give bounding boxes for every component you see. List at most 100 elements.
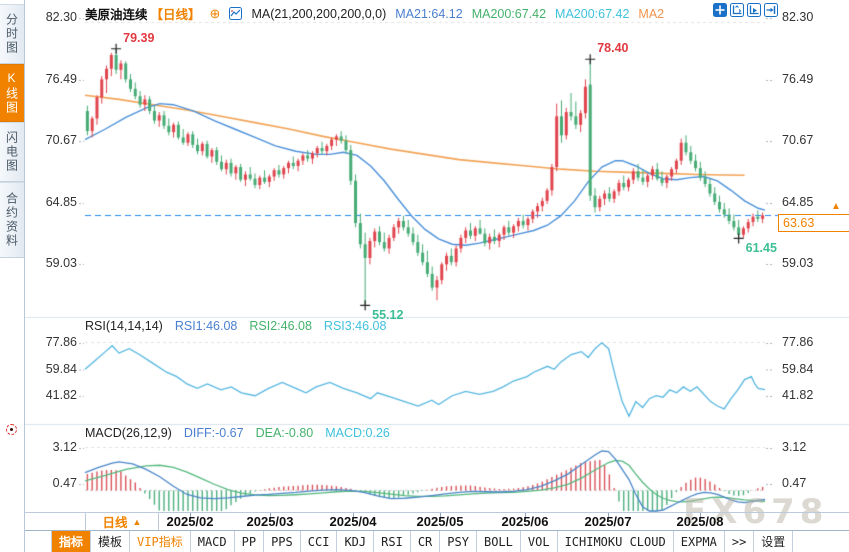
dropdown-arrow-icon: ▲	[132, 516, 142, 527]
price-annotation: 55.12	[372, 308, 404, 323]
month-tick	[700, 513, 701, 517]
last-price-up-marker-icon: ▲	[831, 201, 841, 212]
left-sidebar: 分时图 K线图 闪电图 合约资料	[0, 0, 25, 552]
y-axis-label: 64.85	[782, 195, 814, 209]
ma2-value: MA2	[638, 6, 665, 21]
y-axis-label: 70.67	[782, 133, 814, 147]
month-tick	[440, 513, 441, 517]
price-annotation: 61.45	[745, 241, 777, 256]
rsi3-value: RSI3:46.08	[323, 319, 387, 333]
tab-indicators[interactable]: 指标	[52, 531, 92, 552]
tab-psy[interactable]: PSY	[440, 531, 477, 552]
macd-axis-label: 0.47	[782, 476, 807, 490]
tab-boll[interactable]: BOLL	[476, 531, 521, 552]
y-axis-label: 76.49	[782, 72, 814, 86]
goto-latest-icon[interactable]	[764, 3, 778, 17]
tab-kdj[interactable]: KDJ	[337, 531, 375, 552]
rsi-formula: RSI(14,14,14)	[85, 319, 163, 333]
sidebar-tab-timeshare[interactable]: 分时图	[0, 4, 24, 64]
tab-more[interactable]: >>	[724, 531, 755, 552]
x-axis-month-label: 2025/03	[246, 514, 294, 529]
month-tick	[525, 513, 526, 517]
x-axis-month-label: 2025/07	[584, 514, 632, 529]
indicator-tab-bar: 指标 模板 VIP指标 MACD PP PPS CCI KDJ RSI CR P…	[25, 530, 849, 552]
rsi-axis-label: 41.82	[782, 388, 814, 402]
y-axis-label: 76.49	[45, 72, 77, 86]
macd-axis-label: 3.12	[52, 440, 77, 454]
month-tick	[270, 513, 271, 517]
crosshair-icon[interactable]	[713, 3, 727, 17]
y-axis-label: 64.85	[45, 195, 77, 209]
month-tick	[608, 513, 609, 517]
dea-value: DEA:-0.80	[255, 426, 314, 440]
tab-vol[interactable]: VOL	[520, 531, 558, 552]
rsi-axis-label: 59.84	[45, 362, 77, 376]
axis-pan-icon[interactable]	[747, 3, 761, 17]
x-axis-month-label: 2025/05	[416, 514, 464, 529]
rsi-axis-label: 77.86	[45, 335, 77, 349]
macd-axis-label: 0.47	[52, 476, 77, 490]
tab-settings[interactable]: 设置	[754, 531, 794, 552]
sidebar-tab-contract-info[interactable]: 合约资料	[0, 182, 24, 258]
tab-spacer	[25, 531, 52, 552]
macd-value: MACD:0.26	[325, 426, 390, 440]
tab-cr[interactable]: CR	[410, 531, 441, 552]
rsi-axis-label: 77.86	[782, 335, 814, 349]
x-axis-month-label: 2025/06	[501, 514, 549, 529]
tab-rsi[interactable]: RSI	[374, 531, 411, 552]
period-selector-label: 日线	[102, 516, 128, 530]
sidebar-tab-label: 合约资料	[4, 192, 19, 248]
month-tick	[190, 513, 191, 517]
tab-templates[interactable]: 模板	[91, 531, 131, 552]
rsi2-value: RSI2:46.08	[249, 319, 312, 333]
tab-pp[interactable]: PP	[234, 531, 265, 552]
tab-cci[interactable]: CCI	[300, 531, 338, 552]
chart-header: 美原油连续 【日线】 ⊕ MA(21,200,200,200,0,0) MA21:…	[85, 4, 664, 23]
price-annotation: 78.40	[597, 41, 629, 56]
diff-value: DIFF:-0.67	[183, 426, 244, 440]
rsi-header: RSI(14,14,14) RSI1:46.08 RSI2:46.08 RSI3…	[85, 319, 386, 333]
tab-vip-indicators[interactable]: VIP指标	[130, 531, 191, 552]
macd-header: MACD(26,12,9) DIFF:-0.67 DEA:-0.80 MACD:…	[85, 426, 390, 440]
x-axis-month-label: 2025/08	[676, 514, 724, 529]
period-tag: 【日线】	[150, 8, 201, 22]
month-tick	[353, 513, 354, 517]
ma200-value-1: MA200:67.42	[471, 6, 547, 21]
y-axis-label: 82.30	[45, 10, 77, 24]
x-axis-month-label: 2025/04	[329, 514, 377, 529]
symbol-name: 美原油连续	[85, 8, 148, 22]
chart-region: FX678 美原油连续 【日线】 ⊕ MA(21,200,200,200,0,0)…	[25, 0, 849, 532]
y-axis-label: 59.03	[45, 256, 77, 270]
time-axis-row: 日线 ▲ 2025/02 2025/03 2025/04 2025/05 202…	[25, 512, 849, 530]
price-annotation: 79.39	[123, 30, 155, 45]
macd-axis-label: 3.12	[782, 440, 807, 454]
ma21-value: MA21:64.12	[395, 6, 463, 21]
period-selector[interactable]: 日线 ▲	[85, 513, 159, 530]
tab-pps[interactable]: PPS	[264, 531, 301, 552]
sidebar-tab-label: 分时图	[4, 13, 19, 55]
y-axis-label: 59.03	[782, 256, 814, 270]
ma200-value-2: MA200:67.42	[555, 6, 630, 21]
chart-canvas[interactable]	[25, 0, 849, 512]
sidebar-tab-kline[interactable]: K线图	[0, 64, 24, 122]
axis-scale-icon[interactable]	[730, 3, 744, 17]
add-indicator-icon[interactable]: ⊕	[209, 6, 221, 21]
rsi-axis-label: 41.82	[45, 388, 77, 402]
rsi-axis-label: 59.84	[782, 362, 814, 376]
macd-formula: MACD(26,12,9)	[85, 426, 172, 440]
rsi1-value: RSI1:46.08	[174, 319, 238, 333]
sidebar-tab-lightning[interactable]: 闪电图	[0, 122, 24, 182]
chart-settings-icon[interactable]	[229, 7, 243, 20]
chart-toolbar	[713, 3, 778, 17]
y-axis-label: 82.30	[782, 10, 814, 24]
sidebar-tab-label: 闪电图	[4, 131, 19, 173]
x-axis-month-label: 2025/02	[166, 514, 214, 529]
tab-macd[interactable]: MACD	[190, 531, 235, 552]
tab-bar-filler	[793, 531, 849, 552]
tab-ichimoku-cloud[interactable]: ICHIMOKU CLOUD	[557, 531, 674, 552]
tab-expma[interactable]: EXPMA	[673, 531, 725, 552]
last-price-tag: 63.63	[778, 214, 849, 232]
ma-formula: MA(21,200,200,200,0,0)	[251, 6, 387, 21]
alarm-icon[interactable]	[6, 424, 17, 435]
